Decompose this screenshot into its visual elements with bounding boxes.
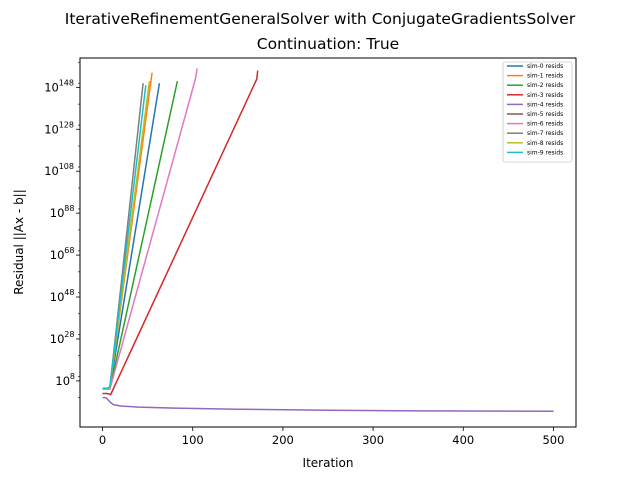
y-tick-exponent: 28 — [64, 330, 74, 339]
series-line-4 — [102, 396, 554, 413]
legend-label: sim-0 resids — [527, 63, 563, 70]
y-tick-base: 10 — [55, 374, 70, 388]
chart-subtitle: Continuation: True — [257, 35, 399, 53]
x-tick-label: 500 — [542, 433, 564, 447]
x-axis-ticks: 0 100 200 300 400 500 — [99, 427, 564, 447]
legend-label: sim-4 resids — [527, 101, 563, 108]
legend-label: sim-7 resids — [527, 130, 563, 137]
y-tick-base: 10 — [44, 164, 59, 178]
y-tick-exponent: 108 — [59, 162, 74, 171]
x-tick-label: 100 — [182, 433, 204, 447]
x-axis-label: Iteration — [303, 456, 354, 470]
chart-title: IterativeRefinementGeneralSolver with Co… — [65, 10, 576, 28]
y-axis-label: Residual ||Ax - b|| — [12, 189, 26, 295]
y-tick-base: 10 — [44, 80, 59, 94]
y-tick-exponent: 88 — [64, 204, 74, 213]
y-tick-label: 10 128 — [44, 120, 74, 136]
y-tick-label: 10 108 — [44, 162, 74, 178]
legend-label: sim-6 resids — [527, 121, 563, 128]
legend-label: sim-3 resids — [527, 92, 563, 99]
series-line-9 — [102, 85, 147, 389]
x-tick-label: 0 — [99, 433, 106, 447]
y-tick-exponent: 148 — [59, 78, 74, 87]
x-tick-label: 300 — [362, 433, 384, 447]
y-tick-label: 10 48 — [50, 288, 75, 304]
y-tick-base: 10 — [50, 206, 65, 220]
series-layer — [102, 68, 554, 413]
legend-label: sim-8 resids — [527, 140, 563, 147]
legend-label: sim-2 resids — [527, 82, 563, 89]
x-tick-label: 400 — [452, 433, 474, 447]
series-line-8 — [102, 81, 151, 391]
legend-label: sim-5 resids — [527, 111, 563, 118]
y-tick-exponent: 68 — [64, 246, 74, 255]
legend-frame — [502, 61, 573, 163]
y-tick-label: 10 148 — [44, 78, 74, 94]
y-tick-base: 10 — [44, 122, 59, 136]
legend-items: sim-0 resids sim-1 resids sim-2 resids sim-… — [507, 63, 563, 156]
y-tick-base: 10 — [50, 248, 65, 262]
x-tick-label: 200 — [272, 433, 294, 447]
legend: sim-0 resids sim-1 resids sim-2 resids sim-… — [502, 61, 573, 163]
y-tick-base: 10 — [50, 290, 65, 304]
y-tick-exponent: 48 — [64, 288, 74, 297]
y-tick-exponent: 8 — [70, 372, 75, 381]
axes-frame — [79, 57, 577, 428]
y-tick-label: 10 88 — [50, 204, 75, 220]
legend-label: sim-1 resids — [527, 73, 563, 80]
y-tick-label: 10 28 — [50, 330, 75, 346]
y-tick-label: 10 68 — [50, 246, 75, 262]
legend-label: sim-9 resids — [527, 149, 563, 156]
y-tick-exponent: 128 — [59, 120, 74, 129]
y-tick-base: 10 — [50, 332, 65, 346]
series-line-3 — [102, 70, 259, 396]
y-tick-label: 10 8 — [55, 372, 75, 388]
